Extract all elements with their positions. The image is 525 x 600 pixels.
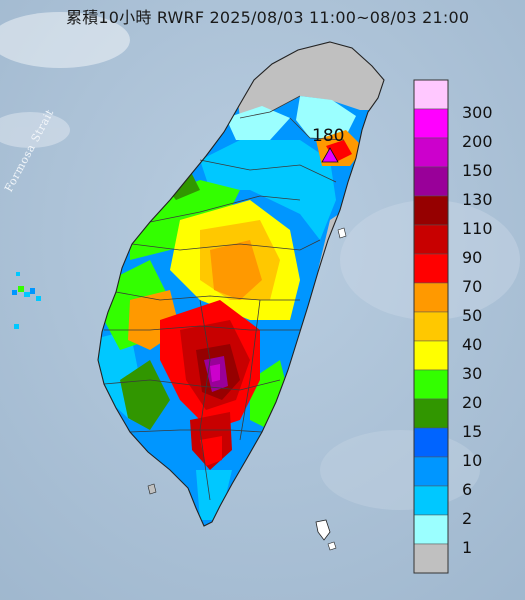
legend-label: 2 <box>462 509 473 528</box>
legend-label: 300 <box>462 103 493 122</box>
legend-label: 10 <box>462 451 483 470</box>
legend-swatch <box>413 108 449 139</box>
legend-label: 70 <box>462 277 483 296</box>
max-rainfall-marker <box>321 147 339 163</box>
outlying-islands <box>147 227 347 551</box>
legend-swatch <box>413 195 449 226</box>
legend-swatch <box>413 224 449 255</box>
legend-swatch <box>413 514 449 545</box>
legend-swatch <box>413 369 449 400</box>
legend-label: 130 <box>462 190 493 209</box>
county-boundaries <box>103 95 345 501</box>
legend-swatch <box>413 282 449 313</box>
legend-swatch <box>413 137 449 168</box>
legend-swatch <box>413 398 449 429</box>
legend-swatch <box>413 79 449 110</box>
legend-label: 110 <box>462 219 493 238</box>
legend-label: 30 <box>462 364 483 383</box>
legend-label: 40 <box>462 335 483 354</box>
legend-swatch <box>413 543 449 574</box>
legend-label: 50 <box>462 306 483 325</box>
legend-frame <box>413 79 449 574</box>
legend-label: 200 <box>462 132 493 151</box>
legend-label: 6 <box>462 480 473 499</box>
legend <box>413 79 449 574</box>
legend-swatch <box>413 311 449 342</box>
map-title: 累積10小時 RWRF 2025/08/03 11:00~08/03 21:00 <box>66 8 470 27</box>
legend-label: 20 <box>462 393 483 412</box>
legend-label: 90 <box>462 248 483 267</box>
legend-swatch <box>413 340 449 371</box>
legend-swatch <box>413 166 449 197</box>
legend-label: 15 <box>462 422 483 441</box>
offshore-echo <box>12 272 41 329</box>
legend-label: 1 <box>462 538 473 557</box>
legend-swatch <box>413 253 449 284</box>
legend-swatch <box>413 427 449 458</box>
legend-swatch <box>413 456 449 487</box>
max-rainfall-value: 180 <box>312 126 345 146</box>
legend-label: 150 <box>462 161 493 180</box>
legend-swatch <box>413 485 449 516</box>
